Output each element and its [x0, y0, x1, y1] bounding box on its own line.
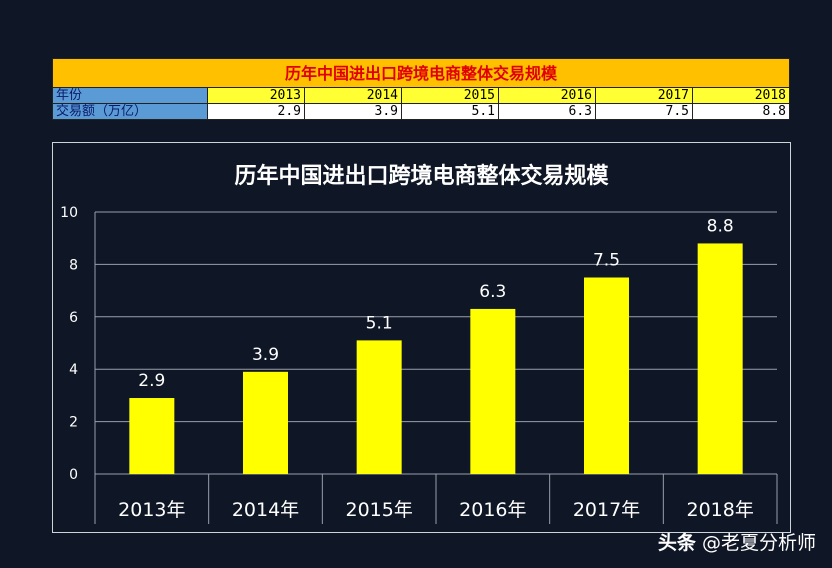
- x-tick-label: 2013年: [118, 499, 185, 521]
- data-label: 3.9: [252, 345, 279, 365]
- table-cell: 8.8: [692, 103, 790, 120]
- y-tick-label: 6: [69, 310, 78, 326]
- table-cell: 2014: [304, 87, 402, 104]
- table-row-values: 交易额（万亿） 2.9 3.9 5.1 6.3 7.5 8.8: [52, 103, 790, 120]
- x-tick-label: 2016年: [459, 499, 526, 521]
- x-tick-label: 2014年: [232, 499, 299, 521]
- bar: [697, 243, 743, 474]
- row-label-amount: 交易额（万亿）: [52, 103, 208, 120]
- table-cell: 2.9: [207, 103, 305, 120]
- data-label: 7.5: [593, 251, 620, 271]
- bar: [470, 308, 516, 474]
- table-cell: 3.9: [304, 103, 402, 120]
- data-label: 2.9: [138, 371, 165, 391]
- table-cell: 7.5: [595, 103, 693, 120]
- watermark-handle: @老夏分析师: [701, 532, 816, 554]
- x-tick-label: 2018年: [686, 499, 753, 521]
- table-cell: 2016: [498, 87, 596, 104]
- data-label: 8.8: [707, 216, 734, 236]
- watermark: 头条 @老夏分析师: [658, 528, 816, 555]
- bar: [243, 371, 288, 474]
- x-tick-label: 2015年: [345, 499, 412, 521]
- y-tick-label: 2: [69, 415, 78, 431]
- table-cell: 6.3: [498, 103, 596, 120]
- chart-frame: [52, 142, 791, 533]
- y-tick-label: 0: [69, 467, 78, 483]
- x-tick-label: 2017年: [573, 499, 640, 521]
- data-label: 5.1: [366, 313, 393, 333]
- chart-title: 历年中国进出口跨境电商整体交易规模: [234, 164, 609, 189]
- y-tick-label: 10: [60, 205, 78, 221]
- y-tick-label: 4: [69, 362, 78, 378]
- data-table: 历年中国进出口跨境电商整体交易规模 年份 2013 2014 2015 2016…: [52, 58, 790, 120]
- table-row-years: 年份 2013 2014 2015 2016 2017 2018: [52, 87, 790, 104]
- data-label: 6.3: [479, 282, 506, 302]
- table-cell: 2017: [595, 87, 693, 104]
- bar: [584, 277, 629, 474]
- bar: [356, 340, 402, 474]
- watermark-brand: 头条: [657, 532, 696, 554]
- bar: [129, 398, 175, 474]
- y-tick-label: 8: [69, 257, 78, 273]
- table-title: 历年中国进出口跨境电商整体交易规模: [52, 58, 790, 88]
